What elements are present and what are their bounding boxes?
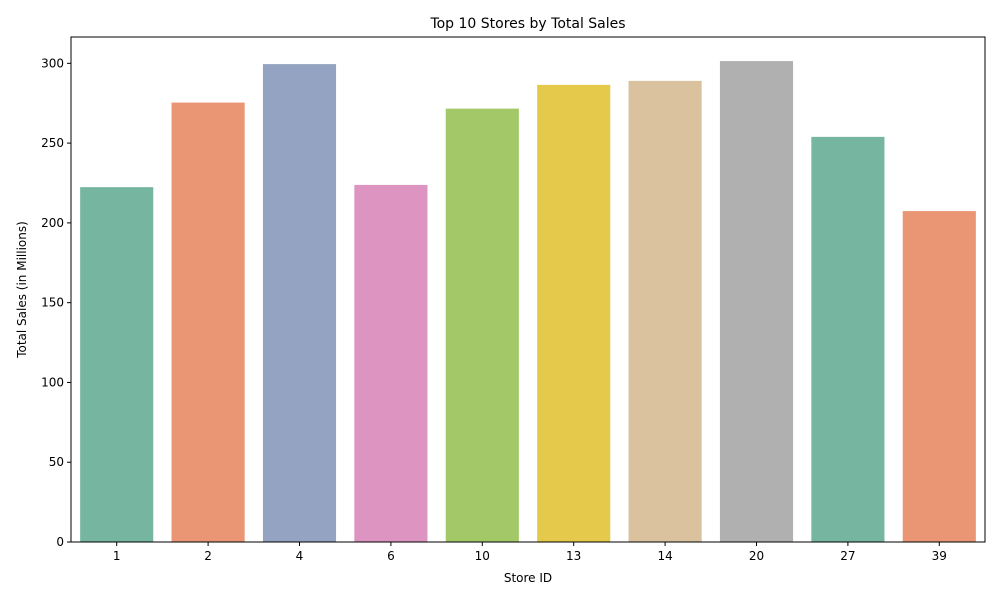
bar-store-10 bbox=[445, 108, 519, 542]
bar-store-2 bbox=[171, 102, 245, 542]
y-tick-label: 100 bbox=[41, 375, 64, 389]
plot-frame bbox=[70, 36, 986, 543]
bar-store-13 bbox=[537, 84, 611, 543]
x-tick-label: 4 bbox=[296, 549, 304, 563]
x-tick-label: 14 bbox=[657, 549, 672, 563]
y-tick-label: 250 bbox=[41, 136, 64, 150]
y-axis-label: Total Sales (in Millions) bbox=[15, 221, 29, 359]
y-tick-label: 200 bbox=[41, 216, 64, 230]
chart-title: Top 10 Stores by Total Sales bbox=[429, 16, 625, 32]
bar-store-14 bbox=[628, 80, 702, 542]
x-tick-label: 1 bbox=[113, 549, 121, 563]
y-tick-label: 50 bbox=[49, 455, 64, 469]
x-tick-label: 13 bbox=[566, 549, 581, 563]
y-tick-label: 0 bbox=[56, 535, 64, 549]
bar-store-27 bbox=[811, 136, 885, 542]
y-axis: 0 50 100 150 200 250 300 bbox=[41, 56, 71, 549]
x-tick-label: 10 bbox=[475, 549, 490, 563]
bar-store-1 bbox=[80, 187, 154, 542]
bar-store-20 bbox=[719, 61, 794, 543]
bar-store-39 bbox=[902, 211, 976, 542]
bar-store-4 bbox=[262, 64, 337, 543]
x-tick-label: 20 bbox=[749, 549, 764, 563]
x-tick-label: 2 bbox=[204, 549, 212, 563]
bar-store-6 bbox=[354, 184, 428, 542]
x-axis-label: Store ID bbox=[504, 571, 552, 585]
x-tick-label: 6 bbox=[387, 549, 395, 563]
y-tick-label: 300 bbox=[41, 56, 64, 70]
x-tick-label: 27 bbox=[840, 549, 855, 563]
bars-group bbox=[80, 61, 976, 543]
y-tick-label: 150 bbox=[41, 296, 64, 310]
x-axis: 1 2 4 6 10 13 14 20 27 39 bbox=[113, 542, 947, 563]
x-tick-label: 39 bbox=[932, 549, 947, 563]
